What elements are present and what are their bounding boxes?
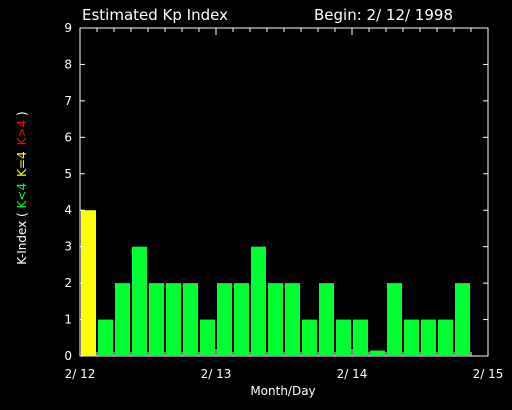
y-tick-label-1: 1 xyxy=(64,313,72,327)
bar-9 xyxy=(234,283,249,356)
bars-group xyxy=(81,210,470,356)
y-tick-label-9: 9 xyxy=(64,21,72,35)
bar-6 xyxy=(183,283,198,356)
bar-13 xyxy=(302,319,317,356)
bar-1 xyxy=(98,319,113,356)
bar-12 xyxy=(285,283,300,356)
y-axis-title-prefix: K-Index ( xyxy=(15,208,29,264)
y-tick-label-8: 8 xyxy=(64,57,72,71)
y-axis-title-yellow: K=4 xyxy=(15,151,29,177)
y-axis-title-suffix: ) xyxy=(15,111,29,120)
y-tick-label-4: 4 xyxy=(64,203,72,217)
y-tick-label-3: 3 xyxy=(64,240,72,254)
y-axis-title: K-Index ( K<4 K=4 K>4 ) xyxy=(15,111,29,264)
bar-20 xyxy=(421,319,436,356)
bar-15 xyxy=(336,319,351,356)
x-axis: 2/ 12 2/ 13 2/ 14 2/ 15 xyxy=(65,28,504,381)
bar-11 xyxy=(268,283,283,356)
bar-10 xyxy=(251,246,266,356)
x-axis-title: Month/Day xyxy=(250,384,315,398)
x-tick-label-1: 2/ 13 xyxy=(201,367,232,381)
bar-2 xyxy=(115,283,130,356)
bar-22 xyxy=(455,283,470,356)
bar-18 xyxy=(387,283,402,356)
y-tick-label-0: 0 xyxy=(64,349,72,363)
bar-4 xyxy=(149,283,164,356)
y-axis-title-red: K>4 xyxy=(15,120,29,146)
bar-14 xyxy=(319,283,334,356)
bar-5 xyxy=(166,283,181,356)
x-tick-label-2: 2/ 14 xyxy=(337,367,368,381)
chart-title: Estimated Kp Index xyxy=(82,6,228,24)
y-axis: 0 1 2 3 4 5 6 7 8 9 xyxy=(64,21,488,363)
begin-date-label: Begin: 2/ 12/ 1998 xyxy=(314,6,453,24)
bar-16 xyxy=(353,319,368,356)
y-tick-label-5: 5 xyxy=(64,167,72,181)
y-axis-title-green: K<4 xyxy=(15,183,29,209)
bar-19 xyxy=(404,319,419,356)
y-tick-label-6: 6 xyxy=(64,130,72,144)
bar-21 xyxy=(438,319,453,356)
y-tick-label-7: 7 xyxy=(64,94,72,108)
bar-7 xyxy=(200,319,215,356)
y-tick-label-2: 2 xyxy=(64,276,72,290)
x-tick-label-3: 2/ 15 xyxy=(473,367,504,381)
bar-17 xyxy=(370,350,385,356)
x-tick-label-0: 2/ 12 xyxy=(65,367,96,381)
bar-8 xyxy=(217,283,232,356)
bar-3 xyxy=(132,246,147,356)
